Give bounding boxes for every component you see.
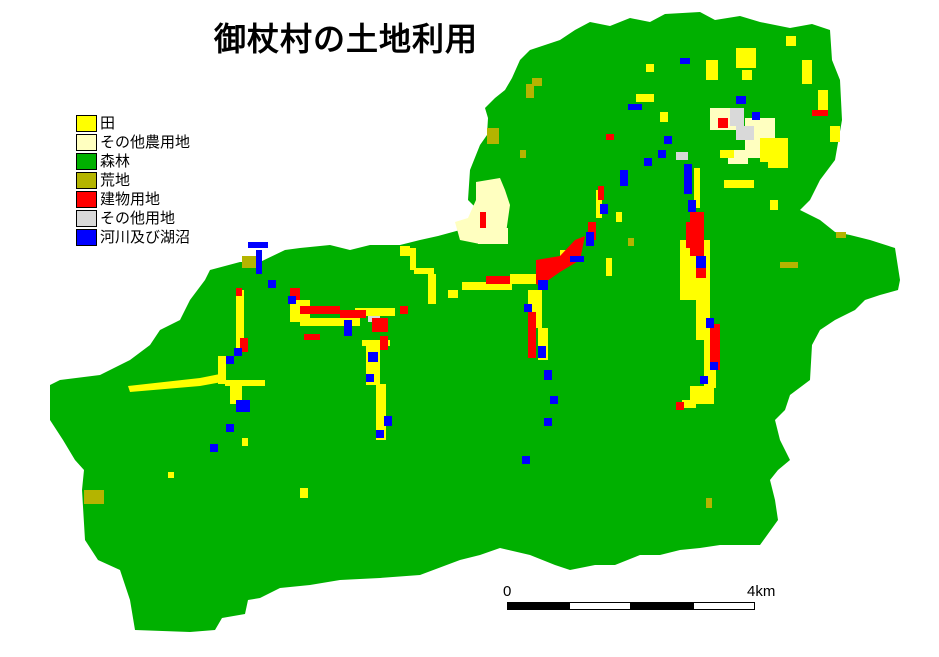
- legend-swatch: [76, 134, 97, 151]
- scale-start-label: 0: [503, 583, 512, 600]
- legend-item-other-farmland: その他農用地: [76, 133, 190, 152]
- legend-swatch: [76, 229, 97, 246]
- map-title: 御杖村の土地利用: [214, 20, 479, 58]
- legend-label: 森林: [100, 152, 131, 170]
- legend-item-paddy: 田: [76, 114, 190, 133]
- scale-segment: [507, 602, 569, 610]
- scale-segment: [569, 602, 631, 610]
- rivers: [210, 58, 760, 464]
- building-land: [236, 110, 828, 410]
- legend-label: 荒地: [100, 171, 131, 189]
- legend-label: その他用地: [100, 209, 176, 227]
- legend-item-other-land: その他用地: [76, 209, 190, 228]
- legend-swatch: [76, 210, 97, 227]
- legend-label: その他農用地: [100, 133, 191, 151]
- scale-end-label: 4km: [747, 583, 776, 600]
- legend-swatch: [76, 191, 97, 208]
- legend-swatch: [76, 115, 97, 132]
- legend-item-building: 建物用地: [76, 190, 190, 209]
- legend: 田 その他農用地 森林 荒地 建物用地 その他用地 河川及び湖沼: [76, 114, 190, 247]
- legend-swatch: [76, 153, 97, 170]
- scale-bar: 0 4km: [503, 583, 775, 613]
- legend-label: 建物用地: [100, 190, 161, 208]
- legend-label: 田: [100, 114, 116, 132]
- legend-item-water: 河川及び湖沼: [76, 228, 190, 247]
- legend-label: 河川及び湖沼: [100, 228, 191, 246]
- village-boundary: [50, 12, 900, 632]
- scale-segment: [693, 602, 755, 610]
- legend-item-forest: 森林: [76, 152, 190, 171]
- wasteland-patches: [84, 78, 846, 508]
- scale-segment: [631, 602, 693, 610]
- legend-swatch: [76, 172, 97, 189]
- legend-item-wasteland: 荒地: [76, 171, 190, 190]
